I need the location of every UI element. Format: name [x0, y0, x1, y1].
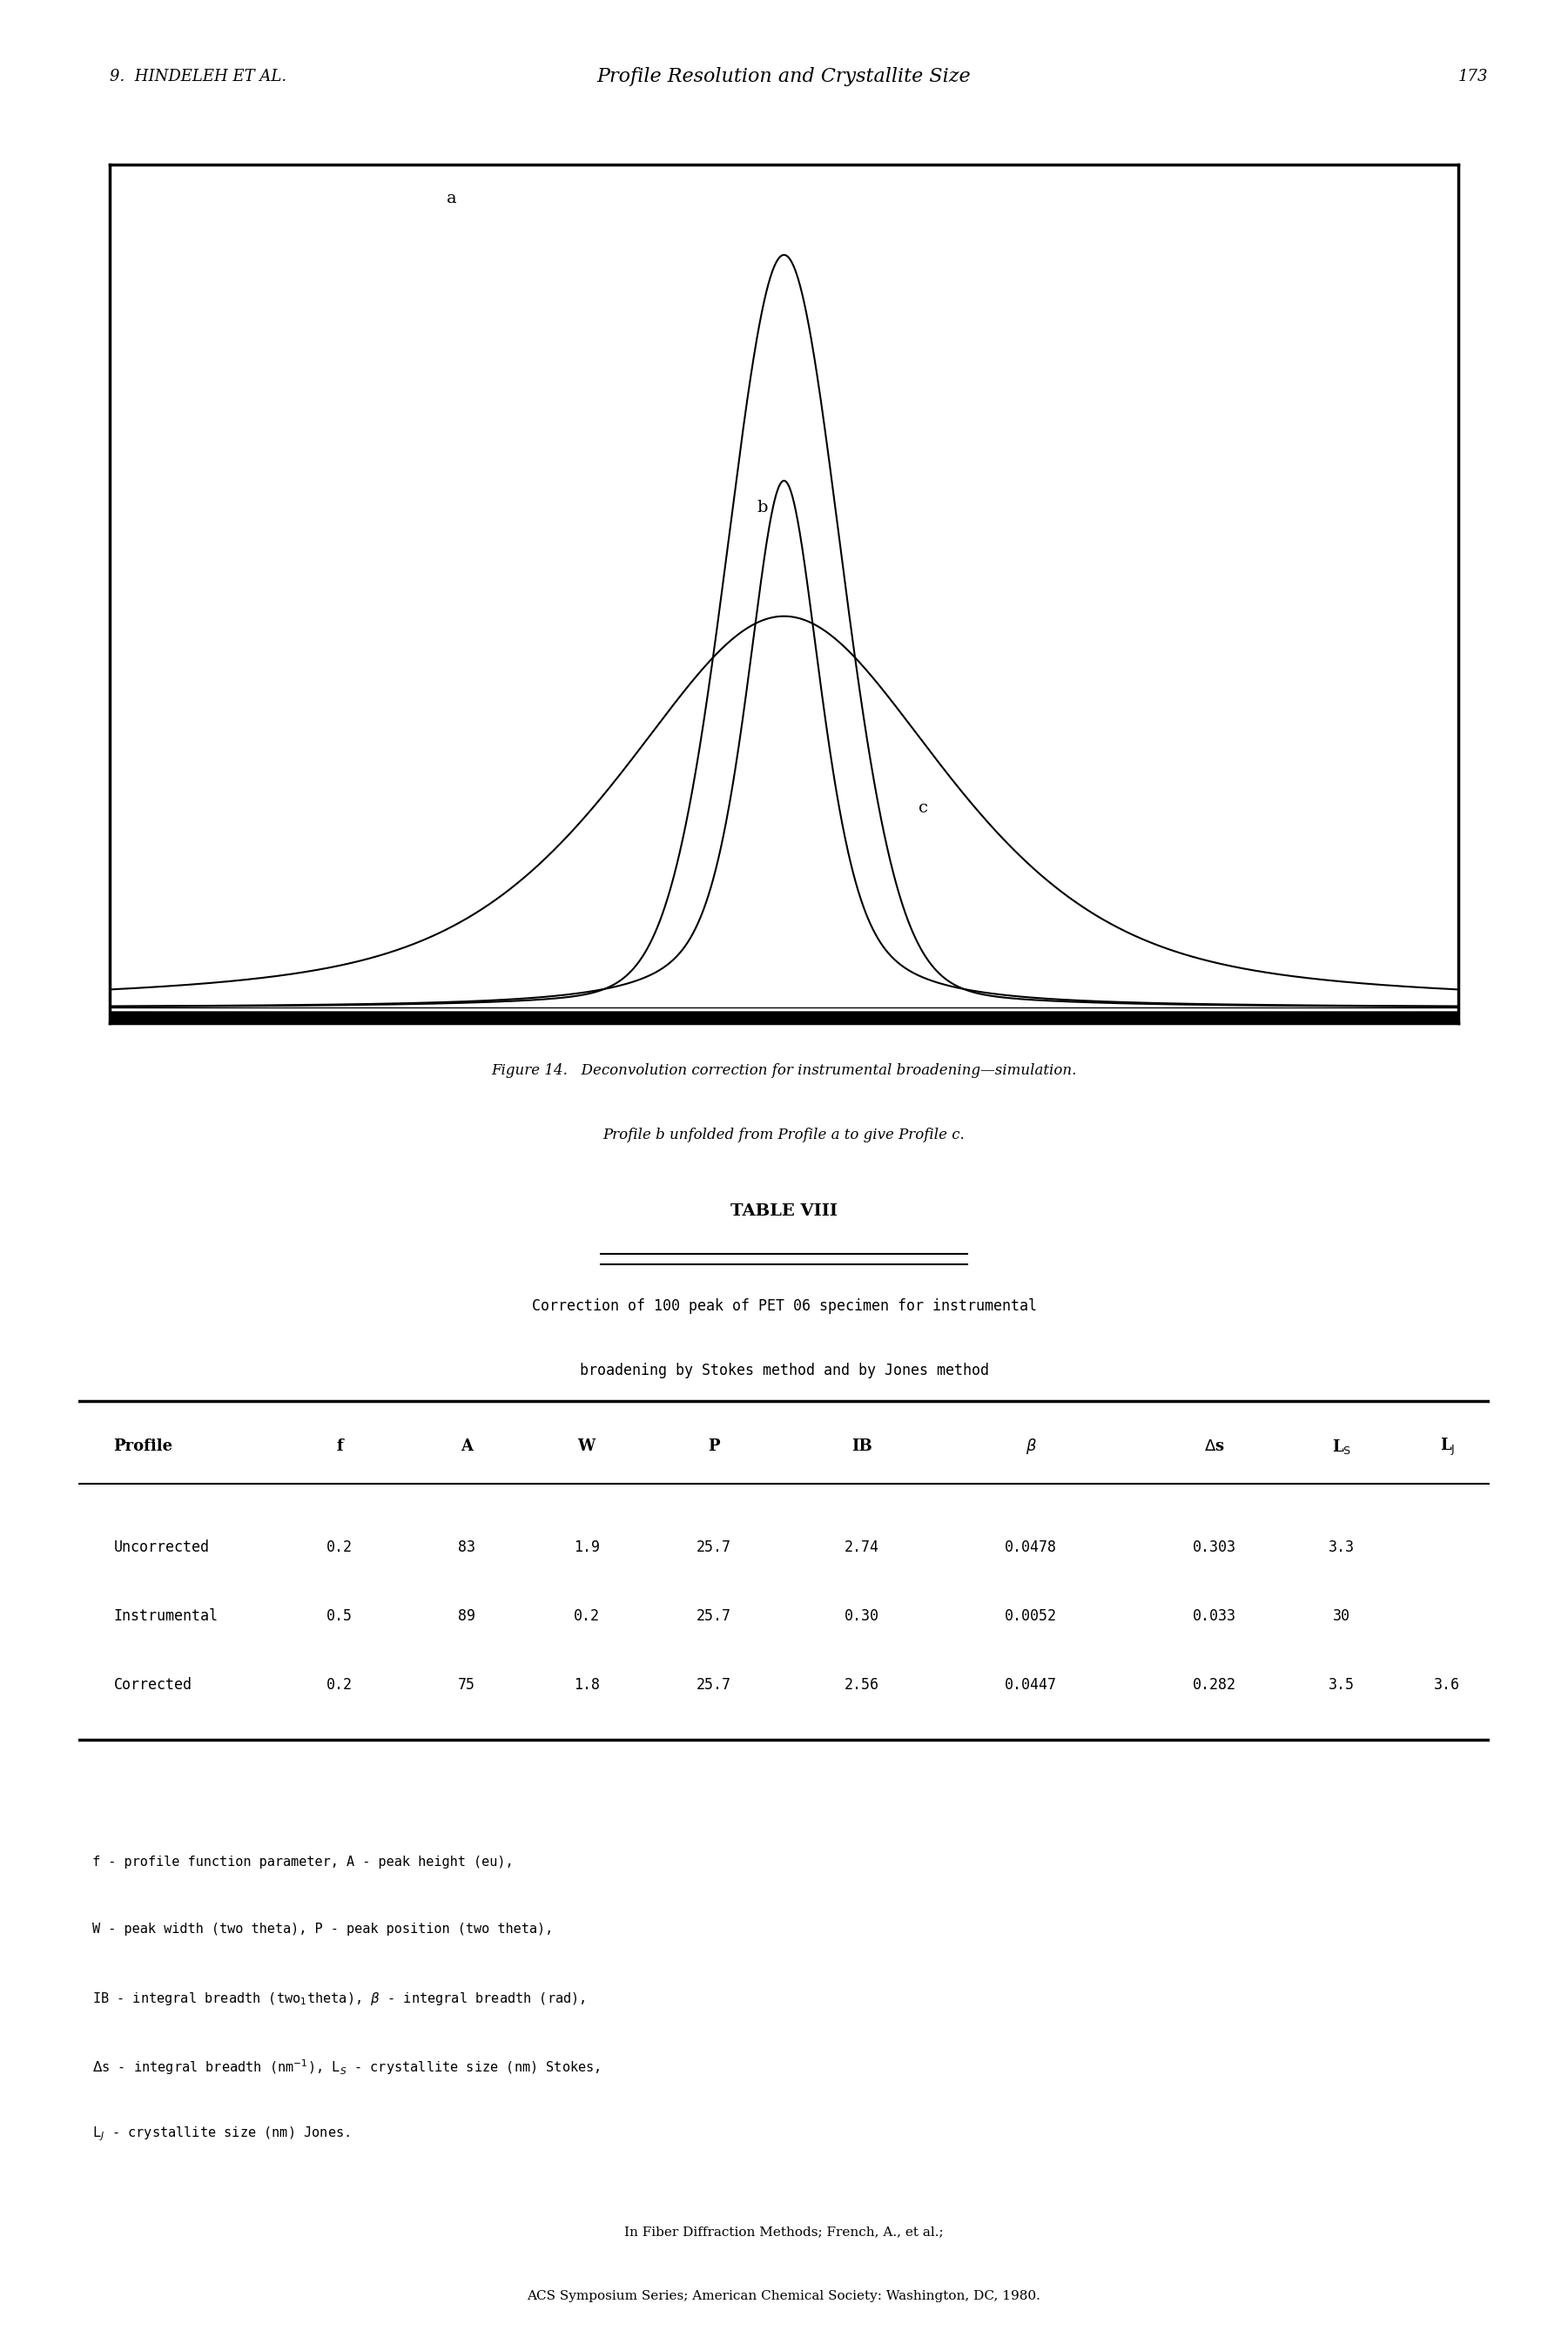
Text: 1.9: 1.9: [574, 1540, 599, 1556]
Text: 3.5: 3.5: [1328, 1676, 1355, 1693]
Text: 0.0447: 0.0447: [1005, 1676, 1057, 1693]
Text: $\Delta$s - integral breadth (nm$^{-1}$), L$_S$ - crystallite size (nm) Stokes,: $\Delta$s - integral breadth (nm$^{-1}$)…: [93, 2057, 601, 2076]
Text: 83: 83: [458, 1540, 475, 1556]
Text: 0.0478: 0.0478: [1005, 1540, 1057, 1556]
Text: L$_\mathrm{J}$: L$_\mathrm{J}$: [1439, 1436, 1455, 1458]
Text: 0.2: 0.2: [326, 1540, 353, 1556]
Text: ACS Symposium Series; American Chemical Society: Washington, DC, 1980.: ACS Symposium Series; American Chemical …: [527, 2290, 1041, 2302]
Text: Figure 14.   Deconvolution correction for instrumental broadening—simulation.: Figure 14. Deconvolution correction for …: [491, 1063, 1077, 1079]
Text: P: P: [707, 1439, 720, 1455]
Text: f - profile function parameter, A - peak height (eu),: f - profile function parameter, A - peak…: [93, 1855, 514, 1869]
Text: c: c: [919, 799, 928, 816]
Text: 2.74: 2.74: [844, 1540, 880, 1556]
Text: 0.2: 0.2: [574, 1608, 599, 1625]
Text: 30: 30: [1333, 1608, 1350, 1625]
Text: 0.5: 0.5: [326, 1608, 353, 1625]
Text: broadening by Stokes method and by Jones method: broadening by Stokes method and by Jones…: [580, 1364, 988, 1378]
Text: Correction of 100 peak of PET 06 specimen for instrumental: Correction of 100 peak of PET 06 specime…: [532, 1298, 1036, 1314]
Text: 25.7: 25.7: [696, 1608, 731, 1625]
Text: 0.0052: 0.0052: [1005, 1608, 1057, 1625]
Text: 0.282: 0.282: [1193, 1676, 1236, 1693]
Text: L$_J$ - crystallite size (nm) Jones.: L$_J$ - crystallite size (nm) Jones.: [93, 2125, 350, 2144]
Text: TABLE VIII: TABLE VIII: [731, 1204, 837, 1220]
Text: A: A: [461, 1439, 472, 1455]
Text: 9.  HINDELEH ET AL.: 9. HINDELEH ET AL.: [110, 68, 287, 85]
Text: 25.7: 25.7: [696, 1676, 731, 1693]
Text: Uncorrected: Uncorrected: [114, 1540, 210, 1556]
Text: 3.3: 3.3: [1328, 1540, 1355, 1556]
Text: f: f: [336, 1439, 343, 1455]
Text: W - peak width (two theta), P - peak position (two theta),: W - peak width (two theta), P - peak pos…: [93, 1923, 554, 1935]
Text: $\Delta$s: $\Delta$s: [1204, 1439, 1225, 1455]
Text: In Fiber Diffraction Methods; French, A., et al.;: In Fiber Diffraction Methods; French, A.…: [624, 2226, 944, 2238]
Text: IB: IB: [851, 1439, 872, 1455]
Text: 0.2: 0.2: [326, 1676, 353, 1693]
Text: $\beta$: $\beta$: [1025, 1436, 1036, 1455]
Text: W: W: [577, 1439, 596, 1455]
Text: IB - integral breadth (two$_1$theta), $\beta$ - integral breadth (rad),: IB - integral breadth (two$_1$theta), $\…: [93, 1991, 586, 2008]
Text: 89: 89: [458, 1608, 475, 1625]
Text: 173: 173: [1458, 68, 1488, 85]
Text: Profile Resolution and Crystallite Size: Profile Resolution and Crystallite Size: [597, 66, 971, 87]
Text: 3.6: 3.6: [1435, 1676, 1460, 1693]
Text: 1.8: 1.8: [574, 1676, 599, 1693]
Text: 2.56: 2.56: [844, 1676, 880, 1693]
Text: Profile: Profile: [114, 1439, 172, 1455]
Text: 0.30: 0.30: [844, 1608, 880, 1625]
Text: 25.7: 25.7: [696, 1540, 731, 1556]
Text: L$_\mathrm{S}$: L$_\mathrm{S}$: [1331, 1436, 1352, 1455]
Text: 75: 75: [458, 1676, 475, 1693]
Text: Profile b unfolded from Profile a to give Profile c.: Profile b unfolded from Profile a to giv…: [604, 1128, 964, 1143]
Text: 0.033: 0.033: [1193, 1608, 1236, 1625]
Text: a: a: [447, 190, 456, 207]
Text: Corrected: Corrected: [114, 1676, 191, 1693]
Text: b: b: [757, 501, 768, 515]
Text: 0.303: 0.303: [1193, 1540, 1236, 1556]
Text: Instrumental: Instrumental: [114, 1608, 218, 1625]
